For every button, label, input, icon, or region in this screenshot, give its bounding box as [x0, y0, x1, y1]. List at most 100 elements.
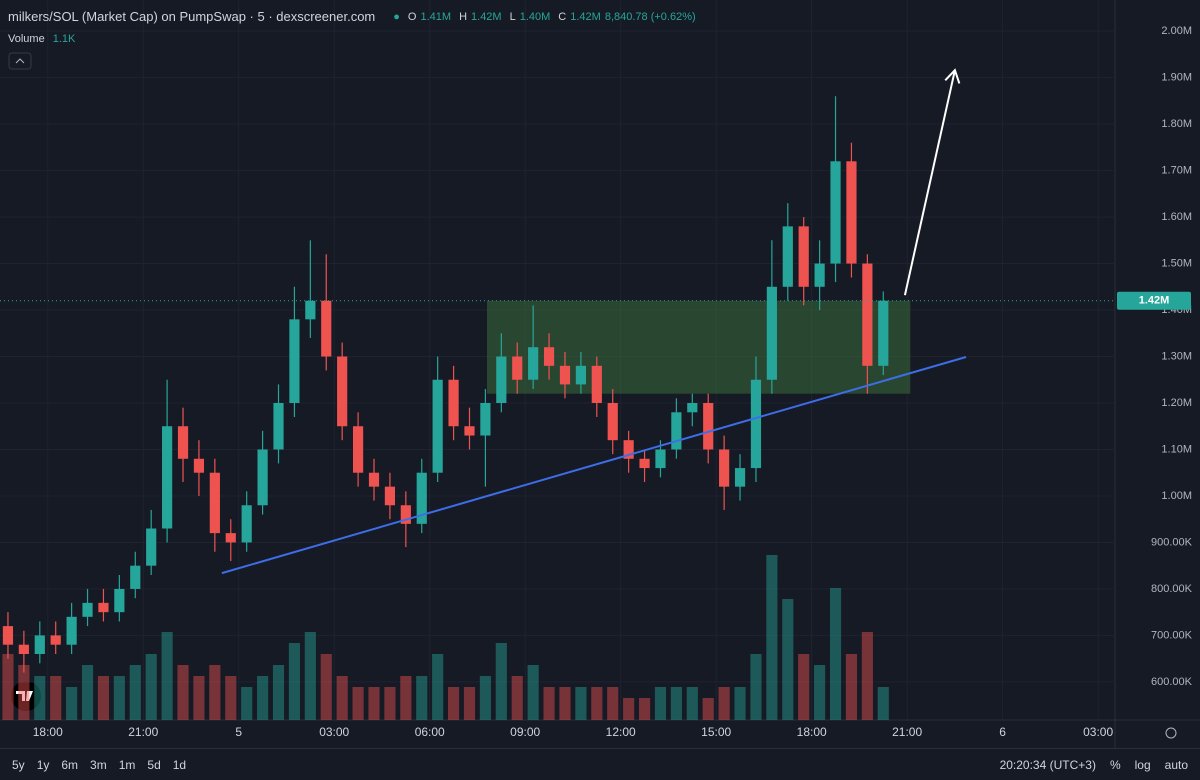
- candle-body: [591, 365, 602, 403]
- collapse-button[interactable]: [8, 52, 32, 70]
- timeframe-button[interactable]: 5d: [147, 757, 161, 772]
- ohlc-change: 8,840.78 (+0.62%): [604, 10, 696, 23]
- y-tick-label: 1.30M: [1161, 350, 1192, 362]
- y-tick-label: 1.10M: [1161, 443, 1192, 455]
- candle-body: [703, 402, 714, 450]
- volume-bar: [18, 665, 30, 720]
- candle-body: [766, 286, 777, 380]
- scale-options: % log auto: [1110, 758, 1188, 772]
- timeframe-button[interactable]: 1m: [118, 757, 136, 772]
- x-tick-label: 09:00: [510, 725, 540, 739]
- volume-bar: [129, 665, 141, 720]
- candle-body: [639, 458, 650, 469]
- candle-body: [416, 472, 427, 524]
- y-tick-label: 1.70M: [1161, 164, 1192, 176]
- x-tick-label: 06:00: [415, 725, 445, 739]
- timeframe-button[interactable]: 1d: [172, 757, 187, 772]
- candle-body: [2, 626, 14, 645]
- y-tick-label: 700.00K: [1151, 629, 1193, 641]
- volume-bar: [479, 676, 491, 720]
- volume-bar: [798, 654, 810, 720]
- y-tick-label: 1.00M: [1161, 490, 1192, 502]
- timeframe-button[interactable]: 6m: [61, 757, 79, 772]
- candle-body: [289, 319, 300, 403]
- volume-bar: [829, 588, 842, 720]
- volume-bar: [209, 665, 221, 720]
- volume-bar: [448, 687, 460, 720]
- candle-body: [464, 426, 475, 436]
- scale-option[interactable]: auto: [1164, 757, 1188, 772]
- ohlc-value: 1.42M: [471, 10, 502, 23]
- ohlc-value: 1.42M: [570, 10, 601, 23]
- volume-bar: [384, 687, 396, 720]
- ohlc-key: H: [459, 10, 468, 23]
- candle-body: [734, 468, 746, 487]
- price-label: 1.42M: [1139, 295, 1170, 307]
- candle-body: [241, 505, 252, 543]
- volume-bar: [877, 687, 889, 720]
- price-label-box: [1117, 291, 1191, 310]
- candle-body: [448, 379, 459, 427]
- candle-body: [146, 528, 157, 566]
- volume-bar: [368, 687, 380, 720]
- scale-option[interactable]: log: [1134, 757, 1151, 772]
- pair-title: milkers/SOL (Market Cap) on PumpSwap · 5…: [8, 9, 376, 24]
- candle-body: [830, 161, 841, 264]
- bottom-toolbar: 5y 1y 6m 3m 1m 5d 1d 20:20:34 (UTC+3) % log auto: [0, 748, 1200, 780]
- scale-option[interactable]: %: [1109, 757, 1121, 772]
- volume-bar: [861, 632, 873, 720]
- volume-bar: [225, 676, 237, 720]
- candle-body: [273, 402, 284, 450]
- volume-bar: [2, 654, 14, 720]
- status-dot: ●: [393, 10, 400, 23]
- y-tick-label: 1.20M: [1161, 397, 1192, 409]
- volume-bar: [623, 698, 635, 720]
- candle-body: [66, 616, 77, 645]
- candle-body: [719, 449, 730, 487]
- volume-bar: [670, 687, 682, 720]
- volume-bar: [734, 687, 746, 720]
- volume-bar: [257, 676, 269, 720]
- volume-bar: [591, 687, 603, 720]
- timeframe-button[interactable]: 1y: [36, 757, 50, 772]
- volume-bar: [432, 654, 444, 720]
- header: milkers/SOL (Market Cap) on PumpSwap · 5…: [8, 9, 696, 24]
- candle-body: [18, 644, 29, 654]
- volume-label: Volume: [8, 33, 45, 45]
- x-tick-label: 12:00: [606, 725, 636, 739]
- timeframe-button[interactable]: 3m: [90, 757, 107, 772]
- volume-bar: [81, 665, 94, 720]
- candle-body: [432, 379, 443, 473]
- candle-body: [846, 161, 857, 264]
- volume-bar: [718, 687, 730, 720]
- candle-body: [671, 412, 682, 450]
- volume-bar: [66, 687, 78, 720]
- candle-body: [209, 472, 220, 534]
- y-tick-label: 1.50M: [1161, 257, 1192, 269]
- volume-bar: [814, 665, 826, 720]
- candle-body: [878, 300, 889, 366]
- timeframe-button[interactable]: 5y: [12, 757, 25, 772]
- candle-body: [114, 588, 125, 613]
- settings-icon[interactable]: [1165, 727, 1177, 739]
- volume-bar: [527, 665, 539, 720]
- y-tick-label: 1.90M: [1161, 72, 1192, 84]
- volume-bar: [766, 555, 778, 720]
- candle-body: [321, 300, 332, 357]
- volume-legend: Volume 1.1K: [8, 33, 75, 45]
- volume-bar: [304, 632, 316, 720]
- volume-bar: [145, 654, 157, 720]
- trendline: [221, 356, 967, 575]
- volume-bar: [352, 687, 364, 720]
- candle-body: [34, 635, 45, 654]
- x-tick-label: 6: [999, 725, 1006, 739]
- candle-body: [400, 505, 411, 524]
- volume-bar: [575, 687, 587, 720]
- y-tick-label: 800.00K: [1151, 583, 1193, 595]
- candle-body: [305, 300, 316, 320]
- volume-bar: [638, 698, 651, 720]
- arrow-head: [944, 68, 961, 84]
- candle-body: [82, 602, 93, 617]
- clock: 20:20:34 (UTC+3): [999, 757, 1096, 772]
